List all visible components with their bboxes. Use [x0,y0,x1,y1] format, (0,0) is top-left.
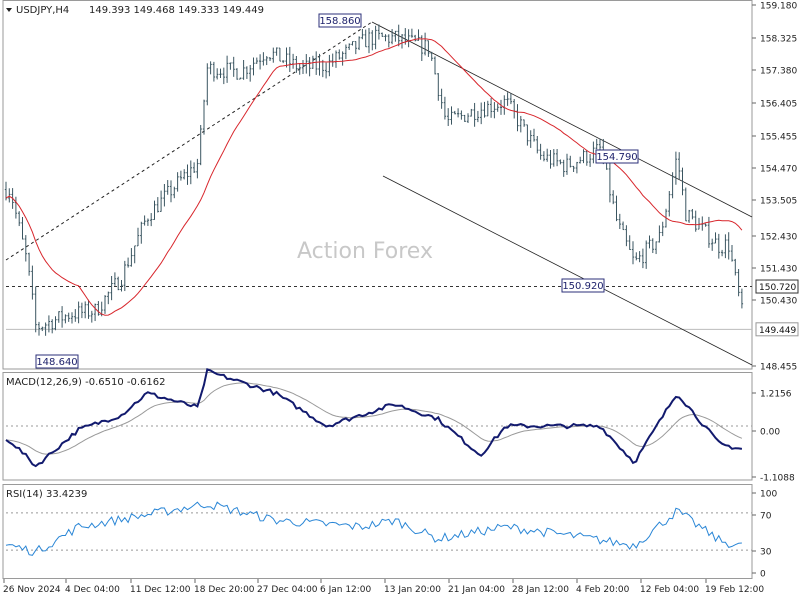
swing-label-box [318,13,362,28]
channel-lower-line [382,175,753,366]
swing-label-box [595,149,639,164]
ohlc-label: 149.393 149.468 149.333 149.449 [89,5,264,16]
price-axis-label: 149.449 [759,326,796,336]
macd-title: MACD(12,26,9) -0.6510 -0.6162 [6,377,166,388]
moving-average-line [5,38,743,316]
price-tick-label: 156.405 [760,100,797,110]
time-tick-label: 12 Feb 04:00 [640,585,699,595]
time-tick-label: 13 Jan 20:00 [384,585,441,595]
time-tick-label: 28 Jan 12:00 [512,585,569,595]
time-tick-label: 6 Jan 12:00 [320,585,372,595]
rsi-tick-label: 100 [760,490,777,500]
swing-label: 154.790 [596,152,637,163]
swing-label-box [561,278,605,293]
price-tick-label: 151.430 [760,265,797,275]
time-tick-label: 19 Feb 12:00 [705,585,764,595]
swing-label-box [35,354,79,369]
symbol-label: USDJPY,H4 [16,5,69,16]
rsi-line [5,501,742,556]
channel-upper-line [371,21,753,218]
price-tick-label: 152.430 [760,233,797,243]
time-tick-label: 26 Nov 2024 [3,585,61,595]
collapse-triangle-icon [6,8,12,12]
price-axis-label: 150.720 [759,283,796,293]
time-tick-label: 4 Feb 20:00 [576,585,630,595]
price-header: USDJPY,H4 149.393 149.468 149.333 149.44… [6,5,264,16]
time-tick-label: 18 Dec 20:00 [194,585,255,595]
time-tick-label: 4 Dec 04:00 [65,585,120,595]
price-panel-frame [2,0,753,370]
price-tick-label: 153.505 [760,197,797,207]
rsi-tick-label: 30 [760,548,772,558]
rsi-tick-label: 70 [760,512,772,522]
macd-tick-label: -1.1088 [760,474,795,484]
time-tick-label: 11 Dec 12:00 [130,585,191,595]
price-axis-label-box [755,279,799,294]
macd-line [5,367,743,468]
price-tick-label: 157.380 [760,67,797,77]
axis-layer: 159.180 158.325 157.380 156.405 155.455 154.4… [3,2,797,596]
watermark: Action Forex [297,239,433,264]
price-tick-label: 155.455 [760,133,797,143]
swing-label: 150.920 [562,281,603,292]
macd-tick-label: 1.2156 [760,390,792,400]
macd-signal-line [5,382,743,455]
swing-label: 148.640 [36,357,77,368]
price-tick-label: 154.470 [760,165,797,175]
macd-layer [5,367,752,468]
time-tick-label: 27 Dec 04:00 [257,585,318,595]
price-tick-label: 150.430 [760,297,797,307]
rsi-layer [5,501,752,556]
rsi-tick-label: 0 [760,570,766,580]
rsi-title: RSI(14) 33.4239 [6,489,87,500]
price-tick-label: 159.180 [760,2,797,12]
price-axis-label-box [755,322,799,337]
price-layer [4,21,753,366]
price-tick-label: 148.455 [760,363,797,373]
price-tick-label: 158.325 [760,35,797,45]
level-label-layer: 158.860 154.790 150.920 148.640 150.720 149.4… [35,13,799,369]
time-tick-label: 21 Jan 04:00 [448,585,505,595]
support-trendline [5,21,373,261]
macd-tick-label: 0.00 [760,428,780,438]
swing-label: 158.860 [319,16,360,27]
rsi-panel-frame [2,484,753,579]
